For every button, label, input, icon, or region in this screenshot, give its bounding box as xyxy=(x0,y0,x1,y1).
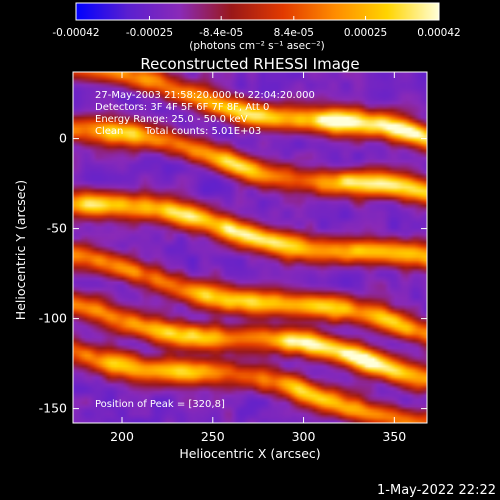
x-tick-label: 250 xyxy=(201,429,225,444)
annotation-time: 27-May-2003 21:58:20.000 to 22:04:20.000 xyxy=(95,90,315,101)
colorbar-tick-label: 0.00025 xyxy=(344,27,387,39)
x-tick-label: 350 xyxy=(382,429,406,444)
chart-title: Reconstructed RHESSI Image xyxy=(140,55,359,73)
colorbar-tick-label: 8.4e-05 xyxy=(274,27,314,39)
x-tick-label: 200 xyxy=(110,429,134,444)
colorbar-ticks: -0.00042 -0.00025 -8.4e-05 8.4e-05 0.00025 0.… xyxy=(52,16,461,39)
annotation-detectors: Detectors: 3F 4F 5F 6F 7F 8F, Att 0 xyxy=(95,102,269,113)
annotation-counts: Total counts: 5.01E+03 xyxy=(144,126,261,137)
colorbar-tick-label: -0.00025 xyxy=(126,27,173,39)
x-axis-ticks: 200 250 300 350 xyxy=(110,72,406,444)
annotation-peak: Position of Peak = [320,8] xyxy=(95,399,225,410)
y-tick-label: 0 xyxy=(59,131,67,146)
annotation-energy: Energy Range: 25.0 - 50.0 keV xyxy=(95,114,248,125)
x-tick-label: 300 xyxy=(292,429,316,444)
colorbar-tick-label: -0.00042 xyxy=(52,27,99,39)
x-axis-label: Heliocentric X (arcsec) xyxy=(179,446,320,461)
footer-date: 1-May-2022 22:22 xyxy=(377,483,496,498)
y-tick-label: -50 xyxy=(47,221,67,236)
y-axis-ticks: 0 -50 -100 -150 xyxy=(39,131,427,416)
annotation-clean: Clean xyxy=(95,126,123,137)
y-axis-label: Heliocentric Y (arcsec) xyxy=(13,180,28,320)
colorbar-unit-label: (photons cm⁻² s⁻¹ asec⁻²) xyxy=(189,40,324,52)
annotation-block: 27-May-2003 21:58:20.000 to 22:04:20.000… xyxy=(95,90,315,410)
colorbar-tick-label: 0.00042 xyxy=(417,27,460,39)
plot-frame xyxy=(72,71,428,424)
heatmap-image xyxy=(73,72,427,423)
colorbar-tick-label: -8.4e-05 xyxy=(199,27,243,39)
y-tick-label: -100 xyxy=(39,311,67,326)
colorbar xyxy=(75,2,440,21)
y-tick-label: -150 xyxy=(39,401,67,416)
